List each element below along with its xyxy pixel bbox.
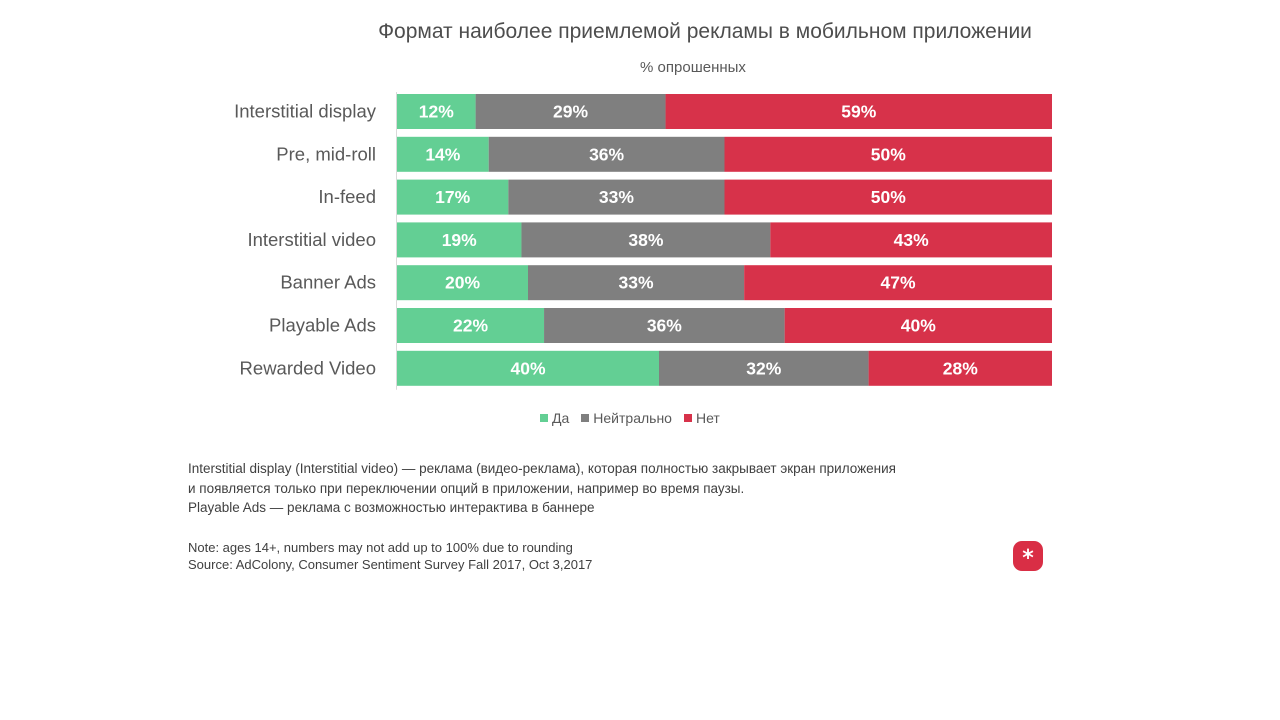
data-label: 33% xyxy=(599,187,634,207)
legend-item-no: Нет xyxy=(683,410,720,426)
bar-segment xyxy=(665,94,1052,129)
data-label: 36% xyxy=(589,144,624,164)
bar-segment xyxy=(521,222,771,258)
bar-segment xyxy=(397,308,545,343)
bar-segment xyxy=(397,222,522,258)
bar-segment xyxy=(397,94,476,129)
logo-glyph: * xyxy=(1022,546,1034,571)
chart-title: Формат наиболее приемлемой рекламы в моб… xyxy=(378,20,1032,43)
data-label: 33% xyxy=(619,273,654,293)
bar-segment xyxy=(868,350,1052,386)
data-label: 50% xyxy=(871,144,906,164)
bar-segment xyxy=(544,308,785,343)
bar-segment xyxy=(724,136,1052,172)
data-label: 19% xyxy=(442,230,477,250)
data-label: 59% xyxy=(841,102,876,122)
bar-segment xyxy=(475,94,666,129)
category-label: Rewarded Video xyxy=(240,357,376,378)
definition-line-3: Playable Ads — реклама с возможностью ин… xyxy=(188,500,595,515)
bar-segment xyxy=(770,222,1052,258)
bar-segment xyxy=(397,265,528,301)
bar-segment xyxy=(488,136,725,172)
bar-segment xyxy=(397,350,659,386)
data-label: 17% xyxy=(435,187,470,207)
data-label: 47% xyxy=(881,273,916,293)
legend-label-no: Нет xyxy=(695,410,720,426)
data-label: 12% xyxy=(419,102,454,122)
data-label: 43% xyxy=(894,230,929,250)
data-label: 40% xyxy=(510,358,545,378)
data-label: 28% xyxy=(943,358,978,378)
bar-segment xyxy=(397,136,489,172)
data-label: 22% xyxy=(453,316,488,336)
data-label: 14% xyxy=(425,144,460,164)
legend-item-neutral: Нейтрально xyxy=(581,410,672,426)
asterisk-icon: * xyxy=(1013,541,1043,571)
bar-segment xyxy=(397,179,509,215)
category-label: Playable Ads xyxy=(269,315,376,336)
data-label: 50% xyxy=(871,187,906,207)
footnotes: Note: ages 14+, numbers may not add up t… xyxy=(188,539,592,573)
legend-swatch-neutral xyxy=(581,414,590,422)
data-label: 20% xyxy=(445,273,480,293)
legend-label-neutral: Нейтрально xyxy=(593,410,672,426)
definition-line-1: Interstitial display (Interstitial video… xyxy=(188,461,896,476)
bar-segment xyxy=(508,179,725,215)
source-text: Source: AdColony, Consumer Sentiment Sur… xyxy=(188,557,593,572)
legend-item-yes: Да xyxy=(540,410,569,426)
category-label: Interstitial display xyxy=(234,101,377,122)
data-label: 36% xyxy=(647,316,682,336)
data-label: 38% xyxy=(628,230,663,250)
legend-swatch-yes xyxy=(540,414,548,422)
category-label: Interstitial video xyxy=(247,229,376,250)
bar-segment xyxy=(528,265,745,301)
definitions-text: Interstitial display (Interstitial video… xyxy=(188,459,896,518)
category-label: Pre, mid-roll xyxy=(276,143,376,164)
data-label: 40% xyxy=(901,316,936,336)
chart-legend: Да Нейтрально Нет xyxy=(540,410,732,426)
legend-label-yes: Да xyxy=(552,410,570,426)
legend-swatch-no xyxy=(683,414,692,422)
chart-subtitle: % опрошенных xyxy=(640,59,746,76)
bar-segment xyxy=(724,179,1052,215)
category-label: Banner Ads xyxy=(280,272,376,293)
bar-segment xyxy=(744,265,1052,301)
category-label: In-feed xyxy=(318,186,376,207)
data-label: 29% xyxy=(553,102,588,122)
bar-segment xyxy=(659,350,869,386)
note-text: Note: ages 14+, numbers may not add up t… xyxy=(188,540,573,555)
bar-segment xyxy=(784,308,1052,343)
definition-line-2: и появляется только при переключении опц… xyxy=(188,480,745,496)
data-label: 32% xyxy=(746,358,781,378)
